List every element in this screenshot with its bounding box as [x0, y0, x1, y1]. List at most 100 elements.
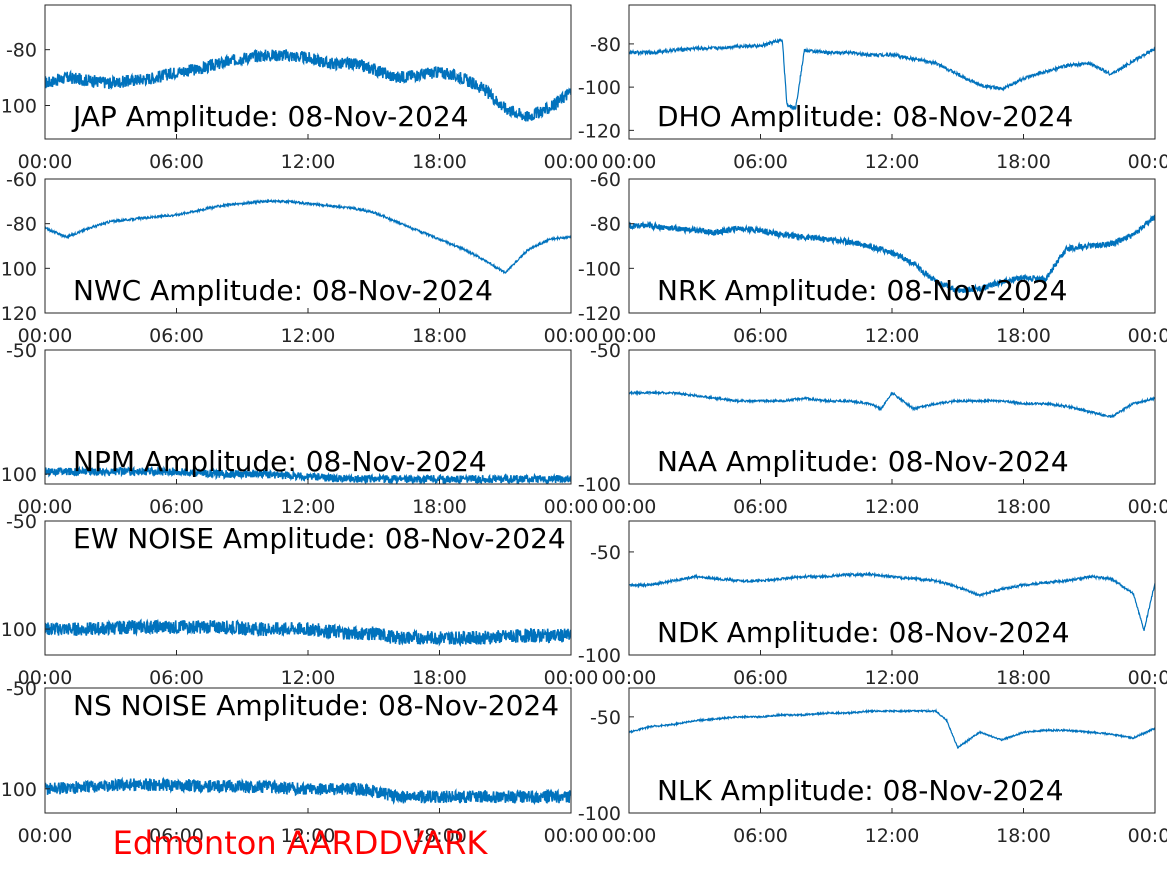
y-tick-label-2-0: -60 — [6, 169, 37, 191]
x-tick-label-3-1: 06:00 — [733, 325, 788, 347]
panel-5: 00:00 06:00 12:00 18:00 00:00 -50 -100 NAA Ampl… — [578, 340, 1167, 518]
y-tick-label-9-1: -100 — [578, 803, 621, 825]
series-line-6 — [45, 618, 571, 647]
series-line-5 — [629, 389, 1155, 419]
x-tick-label-9-2: 12:00 — [865, 825, 920, 847]
x-tick-label-8-3: 18:00 — [412, 825, 467, 847]
x-tick-label-0-1: 06:00 — [149, 151, 204, 173]
y-tick-label-6-0: -50 — [6, 511, 37, 533]
y-tick-label-8-1: -100 — [0, 779, 37, 801]
x-tick-label-7-0: 00:00 — [602, 667, 657, 689]
x-tick-label-9-1: 06:00 — [733, 825, 788, 847]
x-tick-label-7-2: 12:00 — [865, 667, 920, 689]
y-tick-label-9-0: -50 — [590, 707, 621, 729]
x-tick-label-9-3: 18:00 — [996, 825, 1051, 847]
x-tick-label-8-0: 00:00 — [18, 825, 73, 847]
x-tick-label-7-1: 06:00 — [733, 667, 788, 689]
x-tick-label-6-3: 18:00 — [412, 667, 467, 689]
x-tick-label-0-2: 12:00 — [281, 151, 336, 173]
panel-0: 00:00 06:00 12:00 18:00 00:00 -80 -100 JAP Ampl… — [0, 4, 599, 173]
y-tick-label-0-0: -80 — [6, 40, 37, 62]
panel-7: 00:00 06:00 12:00 18:00 00:00 -50 -100 NDK Ampl… — [578, 520, 1167, 689]
y-tick-label-4-1: -100 — [0, 464, 37, 486]
x-tick-label-0-4: 00:00 — [544, 151, 599, 173]
panel-title-0: JAP Amplitude: 08-Nov-2024 — [71, 100, 469, 133]
x-tick-label-6-0: 00:00 — [18, 667, 73, 689]
x-tick-label-6-2: 12:00 — [281, 667, 336, 689]
panel-title-7: NDK Amplitude: 08-Nov-2024 — [657, 616, 1070, 649]
series-line-1 — [629, 38, 1155, 111]
y-tick-label-2-3: -120 — [0, 303, 37, 325]
x-tick-label-4-4: 00:00 — [544, 496, 599, 518]
x-tick-label-2-0: 00:00 — [18, 325, 73, 347]
series-line-8 — [45, 776, 571, 806]
x-tick-label-1-1: 06:00 — [733, 151, 788, 173]
x-tick-label-3-0: 00:00 — [602, 325, 657, 347]
x-tick-label-9-0: 00:00 — [602, 825, 657, 847]
panel-9: 00:00 06:00 12:00 18:00 00:00 -50 -100 NLK Ampl… — [578, 687, 1167, 847]
x-tick-label-4-2: 12:00 — [281, 496, 336, 518]
panel-title-9: NLK Amplitude: 08-Nov-2024 — [657, 774, 1064, 807]
y-tick-label-8-0: -50 — [6, 678, 37, 700]
x-tick-label-1-3: 18:00 — [996, 151, 1051, 173]
panel-title-4: NPM Amplitude: 08-Nov-2024 — [73, 445, 487, 478]
y-tick-label-4-0: -50 — [6, 340, 37, 362]
y-tick-label-3-3: -120 — [578, 303, 621, 325]
x-tick-label-1-2: 12:00 — [865, 151, 920, 173]
x-tick-label-4-1: 06:00 — [149, 496, 204, 518]
y-tick-label-6-1: -100 — [0, 619, 37, 641]
x-tick-label-7-4: 00:00 — [1128, 667, 1167, 689]
x-tick-label-3-2: 12:00 — [865, 325, 920, 347]
x-tick-label-5-1: 06:00 — [733, 496, 788, 518]
y-tick-label-0-1: -100 — [0, 96, 37, 118]
y-tick-label-3-0: -60 — [590, 169, 621, 191]
panel-title-5: NAA Amplitude: 08-Nov-2024 — [657, 445, 1069, 478]
x-tick-label-8-2: 12:00 — [281, 825, 336, 847]
x-tick-label-8-4: 00:00 — [544, 825, 599, 847]
panel-title-6: EW NOISE Amplitude: 08-Nov-2024 — [73, 522, 566, 555]
x-tick-label-9-4: 00:00 — [1128, 825, 1167, 847]
y-tick-label-1-2: -120 — [578, 120, 621, 142]
panel-title-2: NWC Amplitude: 08-Nov-2024 — [73, 274, 493, 307]
panel-3: 00:00 06:00 12:00 18:00 00:00 -60 -80 -100 -120 N… — [578, 169, 1167, 347]
x-tick-label-5-0: 00:00 — [602, 496, 657, 518]
x-tick-label-6-4: 00:00 — [544, 667, 599, 689]
series-line-0 — [45, 48, 571, 122]
x-tick-label-0-0: 00:00 — [18, 151, 73, 173]
y-tick-label-5-0: -50 — [590, 340, 621, 362]
panel-title-1: DHO Amplitude: 08-Nov-2024 — [657, 100, 1073, 133]
series-line-3 — [629, 214, 1155, 294]
footer-title: Edmonton AARDDVARK — [113, 824, 489, 862]
x-tick-label-3-4: 00:00 — [1128, 325, 1167, 347]
panel-title-3: NRK Amplitude: 08-Nov-2024 — [657, 274, 1067, 307]
y-tick-label-2-2: -100 — [0, 258, 37, 280]
series-line-2 — [45, 198, 571, 275]
panel-title-8: NS NOISE Amplitude: 08-Nov-2024 — [73, 689, 559, 722]
x-tick-label-6-1: 06:00 — [149, 667, 204, 689]
x-tick-label-1-4: 00:00 — [1128, 151, 1167, 173]
x-tick-label-0-3: 18:00 — [412, 151, 467, 173]
y-tick-label-5-1: -100 — [578, 474, 621, 496]
x-tick-label-5-3: 18:00 — [996, 496, 1051, 518]
y-tick-label-3-1: -80 — [590, 214, 621, 236]
y-tick-label-1-1: -100 — [578, 77, 621, 99]
panel-2: 00:00 06:00 12:00 18:00 00:00 -60 -80 -100 -120 N… — [0, 169, 598, 347]
series-line-9 — [629, 708, 1155, 749]
x-tick-label-4-0: 00:00 — [18, 496, 73, 518]
x-tick-label-4-3: 18:00 — [412, 496, 467, 518]
x-tick-label-2-3: 18:00 — [412, 325, 467, 347]
y-tick-label-2-1: -80 — [6, 214, 37, 236]
y-tick-label-7-1: -100 — [578, 645, 621, 667]
y-tick-label-7-0: -50 — [590, 542, 621, 564]
series-line-7 — [629, 571, 1155, 631]
panel-4: 00:00 06:00 12:00 18:00 00:00 -50 -100 NPM Ampl… — [0, 340, 598, 518]
x-tick-label-5-2: 12:00 — [865, 496, 920, 518]
x-tick-label-7-3: 18:00 — [996, 667, 1051, 689]
x-tick-label-2-2: 12:00 — [281, 325, 336, 347]
panel-8: 00:00 06:00 12:00 18:00 00:00 -50 -100 NS NOISE… — [0, 678, 598, 847]
x-tick-label-1-0: 00:00 — [602, 151, 657, 173]
x-tick-label-3-3: 18:00 — [996, 325, 1051, 347]
x-tick-label-2-4: 00:00 — [544, 325, 599, 347]
y-tick-label-3-2: -100 — [578, 258, 621, 280]
